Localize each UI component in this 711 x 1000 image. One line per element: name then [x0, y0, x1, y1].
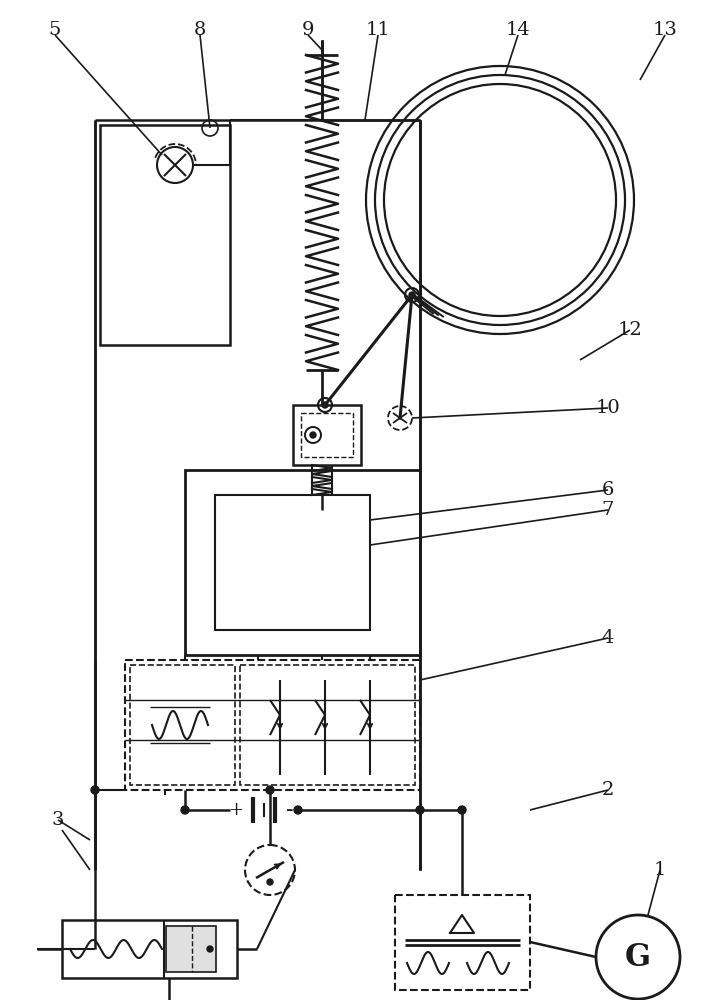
Text: 6: 6 — [602, 481, 614, 499]
Text: 3: 3 — [52, 811, 64, 829]
Text: G: G — [625, 942, 651, 972]
Bar — [62, 920, 237, 978]
Text: 11: 11 — [365, 21, 390, 39]
Circle shape — [294, 806, 302, 814]
Circle shape — [409, 292, 415, 298]
Circle shape — [267, 879, 273, 885]
Text: 5: 5 — [49, 21, 61, 39]
Circle shape — [458, 806, 466, 814]
Text: 2: 2 — [602, 781, 614, 799]
Bar — [125, 660, 420, 790]
Bar — [240, 665, 415, 785]
Text: 10: 10 — [596, 399, 621, 417]
Circle shape — [416, 806, 424, 814]
Text: +: + — [228, 801, 243, 819]
Circle shape — [207, 946, 213, 952]
Text: 4: 4 — [602, 629, 614, 647]
Text: -: - — [287, 799, 294, 821]
Bar — [130, 665, 235, 785]
Text: 12: 12 — [618, 321, 642, 339]
Circle shape — [181, 806, 189, 814]
Bar — [293, 405, 361, 465]
Bar — [395, 895, 530, 990]
Bar — [166, 926, 216, 972]
Bar — [215, 495, 370, 630]
Bar — [301, 413, 353, 457]
Circle shape — [310, 432, 316, 438]
Text: 14: 14 — [506, 21, 530, 39]
Bar — [100, 125, 230, 345]
Text: 7: 7 — [602, 501, 614, 519]
Text: 8: 8 — [194, 21, 206, 39]
Circle shape — [91, 786, 99, 794]
Circle shape — [322, 402, 328, 408]
Text: 1: 1 — [654, 861, 666, 879]
Bar — [185, 470, 420, 655]
Text: 13: 13 — [653, 21, 678, 39]
Text: 9: 9 — [301, 21, 314, 39]
Circle shape — [266, 786, 274, 794]
